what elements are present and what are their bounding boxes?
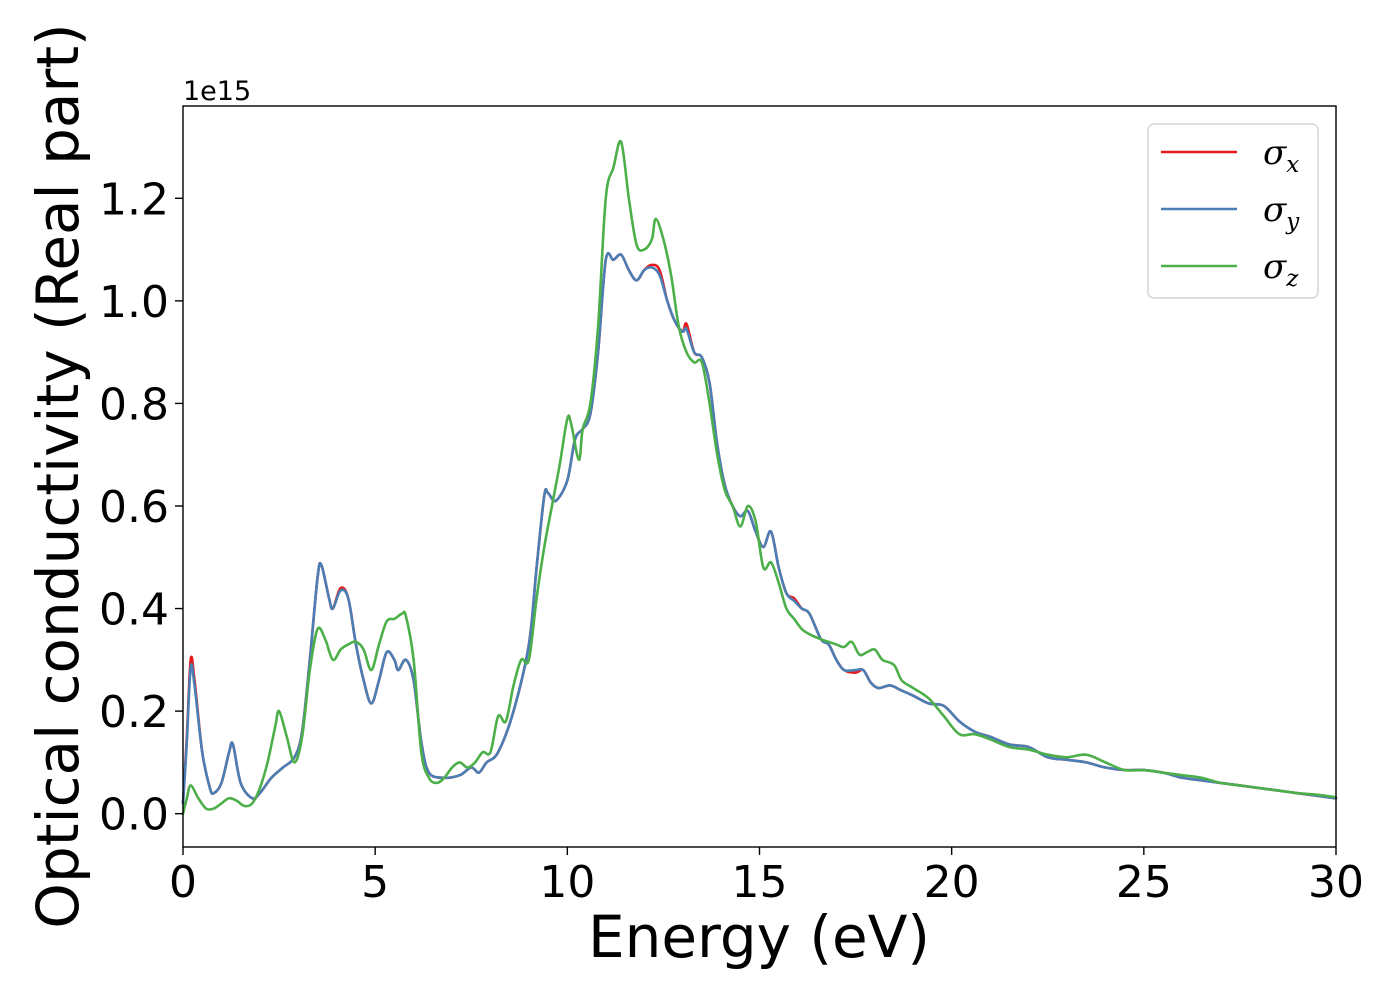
y-tick-label: 0.6 [99, 482, 169, 533]
legend-subscript: x [1286, 152, 1299, 178]
x-axis-title: Energy (eV) [588, 903, 930, 971]
legend-subscript: z [1285, 266, 1299, 292]
y-tick-label: 0.2 [99, 687, 169, 738]
y-tick-label: 0.8 [99, 379, 169, 430]
x-tick-label: 0 [169, 857, 197, 908]
x-tick-label: 30 [1308, 857, 1364, 908]
legend-subscript: y [1285, 209, 1300, 235]
legend-symbol: σ [1263, 190, 1287, 230]
legend-symbol: σ [1263, 247, 1287, 287]
y-tick-label: 1.2 [99, 174, 169, 225]
legend-label-x: σx [1263, 133, 1299, 178]
x-tick-label: 25 [1116, 857, 1172, 908]
x-tick-label: 10 [539, 857, 595, 908]
legend-box [1147, 123, 1319, 299]
y-tick-label: 0.0 [99, 790, 169, 841]
legend-symbol: σ [1263, 133, 1287, 173]
y-tick-label: 1.0 [99, 277, 169, 328]
series-lines [181, 139, 1338, 815]
y-tick-label: 0.4 [99, 585, 169, 636]
series-line-z [181, 139, 1338, 815]
legend-label-z: σz [1263, 247, 1299, 292]
x-axis: 0 5 10 15 20 25 30 [169, 847, 1364, 908]
legend-label-y: σy [1263, 190, 1300, 235]
y-offset-label: 1e15 [183, 76, 251, 107]
y-axis-title: Optical conductivity (Real part) [24, 23, 92, 928]
series-line-y [181, 252, 1338, 805]
y-axis: 0.0 0.2 0.4 0.6 0.8 1.0 1.2 [99, 174, 183, 841]
x-tick-label: 15 [732, 857, 788, 908]
x-tick-label: 5 [361, 857, 389, 908]
x-tick-label: 20 [924, 857, 980, 908]
series-line-x [181, 252, 1338, 805]
